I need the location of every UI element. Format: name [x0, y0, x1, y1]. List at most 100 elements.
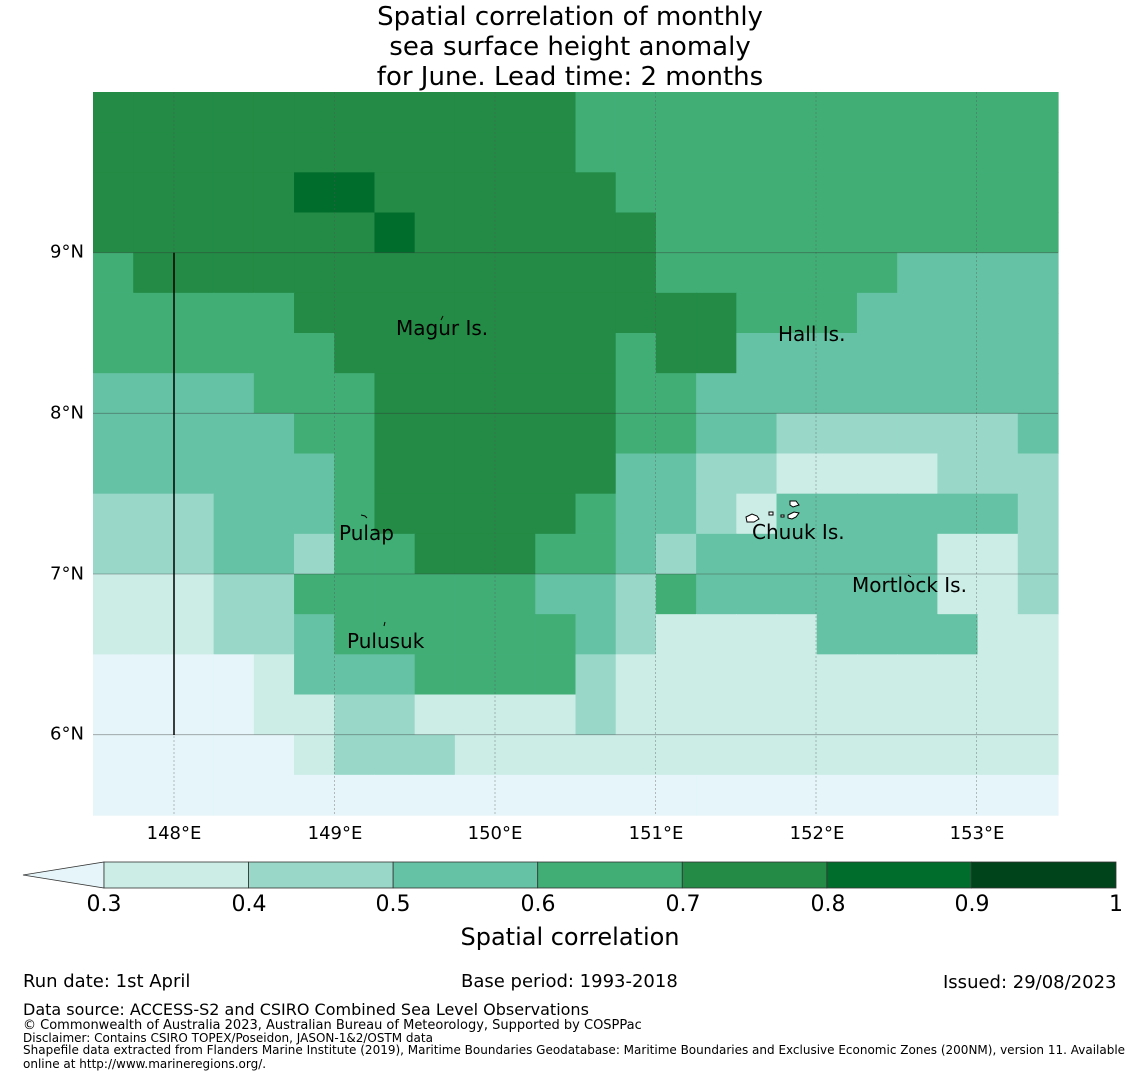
colorbar-label-0.7: 0.7: [665, 892, 701, 917]
grid-cell: [253, 132, 295, 173]
grid-cell: [655, 292, 697, 334]
grid-cell: [776, 373, 818, 414]
grid-cell: [414, 574, 456, 615]
grid-cell: [374, 774, 416, 816]
colorbar-label-0.9: 0.9: [954, 892, 990, 917]
grid-cell: [736, 533, 778, 575]
grid-cell: [1017, 333, 1059, 374]
grid-cell: [776, 533, 818, 575]
grid-cell: [495, 333, 536, 374]
grid-cell: [977, 132, 1019, 173]
grid-cell: [776, 734, 818, 776]
grid-cell: [535, 92, 577, 133]
grid-cell: [696, 533, 737, 575]
grid-cell: [294, 292, 335, 334]
grid-cell: [454, 734, 496, 776]
grid-cell: [977, 654, 1019, 696]
grid-cell: [977, 574, 1019, 615]
grid-cell: [615, 614, 657, 655]
correlation-grid: [93, 92, 1059, 816]
grid-cell: [816, 493, 858, 535]
grid-cell: [1017, 252, 1059, 294]
grid-cell: [1017, 292, 1059, 334]
grid-cell: [374, 172, 416, 214]
grid-cell: [173, 292, 215, 334]
grid-cell: [575, 614, 617, 655]
grid-cell: [93, 413, 134, 455]
grid-cell: [414, 252, 456, 294]
grid-cell: [816, 734, 858, 776]
grid-cell: [133, 694, 175, 736]
grid-cell: [1017, 734, 1059, 776]
grid-cell: [615, 252, 657, 294]
grid-cell: [535, 734, 577, 776]
x-tick-151: 151°E: [628, 823, 684, 844]
grid-cell: [93, 132, 134, 173]
grid-cell: [374, 815, 416, 816]
grid-cell: [736, 574, 778, 615]
grid-cell: [736, 453, 778, 495]
label-mortlock: Mortlock Is.: [852, 573, 967, 597]
grid-cell: [615, 574, 657, 615]
grid-cell: [374, 333, 416, 374]
grid-cell: [213, 493, 255, 535]
grid-cell: [776, 252, 818, 294]
grid-cell: [294, 172, 335, 214]
chuuk-island-5: [780, 514, 785, 518]
grid-cell: [897, 654, 938, 696]
grid-cell: [615, 212, 657, 254]
grid-cell: [414, 734, 456, 776]
grid-cell: [615, 92, 657, 133]
grid-cell: [495, 172, 536, 214]
grid-cell: [977, 292, 1019, 334]
pulusuk-island: [383, 621, 386, 627]
grid-cell: [655, 493, 697, 535]
grid-cell: [977, 172, 1019, 214]
grid-cell: [655, 132, 697, 173]
grid-cell: [414, 614, 456, 655]
grid-cell: [454, 774, 496, 816]
grid-cell: [575, 734, 617, 776]
grid-cell: [213, 815, 255, 816]
grid-cell: [856, 333, 898, 374]
grid-cell: [937, 654, 979, 696]
grid-cell: [977, 533, 1019, 575]
grid-cell: [816, 292, 858, 334]
grid-cell: [133, 654, 175, 696]
grid-cell: [173, 734, 215, 776]
grid-cell: [253, 493, 295, 535]
grid-cell: [655, 654, 697, 696]
colorbar-swatch: [392, 861, 539, 889]
grid-cell: [897, 252, 938, 294]
grid-cell: [374, 654, 416, 696]
grid-cell: [655, 694, 697, 736]
grid-cell: [897, 574, 938, 615]
grid-cell: [535, 614, 577, 655]
grid-cell: [615, 373, 657, 414]
grid-cell: [133, 172, 175, 214]
colorbar-label-0.5: 0.5: [375, 892, 411, 917]
colorbar-label-0.6: 0.6: [520, 892, 556, 917]
colorbar-label-0.8: 0.8: [810, 892, 846, 917]
grid-cell: [696, 815, 737, 816]
grid-cell: [655, 373, 697, 414]
grid-cell: [213, 172, 255, 214]
grid-cell: [495, 815, 536, 816]
grid-cell: [535, 533, 577, 575]
label-pulap: Pulap: [339, 521, 394, 545]
grid-cell: [816, 92, 858, 133]
grid-cell: [937, 614, 979, 655]
grid-cell: [897, 774, 938, 816]
grid-cell: [655, 172, 697, 214]
grid-cell: [655, 774, 697, 816]
grid-cell: [93, 493, 134, 535]
grid-cell: [937, 493, 979, 535]
grid-cell: [937, 292, 979, 334]
grid-cell: [133, 252, 175, 294]
grid-cell: [736, 212, 778, 254]
pulap-island: [360, 514, 368, 519]
grid-cell: [253, 734, 295, 776]
grid-cell: [856, 815, 898, 816]
grid-cell: [454, 212, 496, 254]
